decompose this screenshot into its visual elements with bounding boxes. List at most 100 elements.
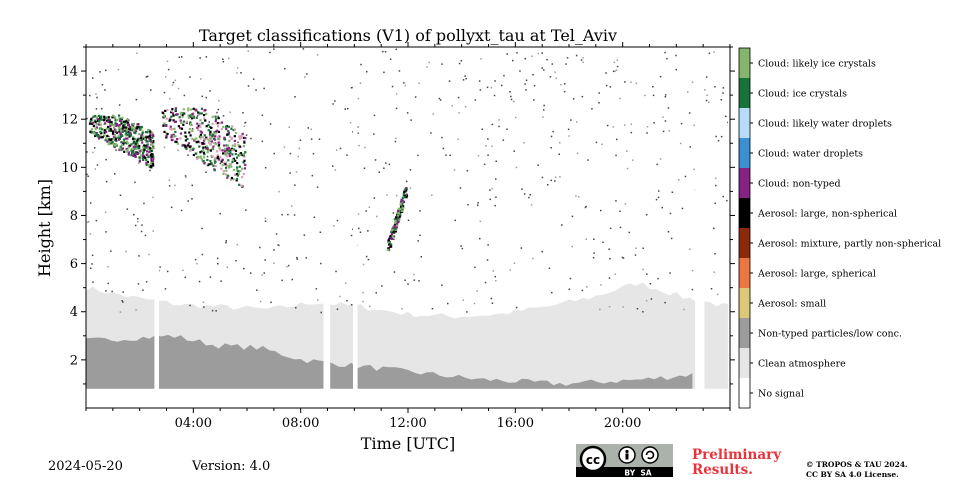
speckle-point [417,154,419,157]
speckle-point [317,299,319,301]
cloud-point [117,134,120,137]
x-tick-label: 20:00 [604,416,641,431]
speckle-point [666,57,668,60]
speckle-point [196,262,198,265]
speckle-point [506,128,508,130]
speckle-point [477,202,479,204]
speckle-point [722,87,725,89]
cloud-point [150,155,154,158]
cloud-point [196,157,199,160]
legend-swatch [739,318,750,348]
speckle-point [683,308,685,311]
cloud-point [217,130,221,133]
cloud-point [136,142,139,145]
speckle-point [215,310,217,312]
cloud-point [192,107,195,110]
cloud-point [136,138,139,141]
speckle-point [86,117,88,120]
speckle-point [225,240,227,242]
cloud-point [123,128,126,131]
cloud-point [140,154,143,157]
cloud-point [174,130,177,133]
cloud-point [149,154,153,157]
speckle-point [669,272,671,274]
cloud-point [150,157,153,160]
cloud-point [135,147,138,150]
speckle-point [419,234,421,237]
speckle-point [554,176,557,178]
cloud-point [189,134,192,137]
speckle-point [91,263,93,265]
cloud-point [89,118,93,121]
speckle-point [487,154,489,156]
cloud-point [110,120,113,124]
cloud-point [92,132,96,135]
speckle-point [559,176,561,178]
speckle-point [316,186,319,188]
cloud-point [225,169,228,172]
cloud-point [184,146,187,149]
cloud-point [401,209,404,213]
cloud-point [170,109,173,112]
speckle-point [494,80,496,82]
cloud-point [233,135,236,138]
sa-icon [641,446,659,464]
cloud-point [232,168,236,172]
speckle-point [201,95,203,98]
cloud-point [142,137,145,140]
speckle-point [146,75,149,78]
cloud-point [131,152,134,155]
cloud-point [210,154,213,158]
speckle-point [566,57,569,59]
cloud-point [184,139,187,142]
speckle-point [398,70,401,72]
speckle-point [608,248,610,250]
cloud-point [107,120,110,123]
speckle-point [614,273,617,275]
cloud-point [129,132,132,135]
cloud-point [140,136,143,139]
cloud-point [218,121,221,125]
data-gap [727,47,730,408]
speckle-point [483,163,486,166]
y-tick-label: 10 [61,161,78,176]
speckle-point [716,293,719,296]
cloud-point [99,126,103,129]
speckle-point [332,103,334,105]
cloud-point [108,139,111,142]
cloud-point [128,125,131,129]
cloud-point [179,137,182,140]
speckle-point [555,77,557,80]
cloud-point [174,109,177,112]
cloud-point [149,139,152,142]
cloud-point [101,128,104,131]
speckle-point [392,212,395,214]
speckle-point [313,216,316,218]
speckle-point [357,126,359,128]
speckle-point [652,86,654,88]
speckle-point [395,93,398,95]
speckle-point [236,67,239,69]
speckle-point [105,158,107,161]
speckle-point [548,267,551,269]
cloud-point [226,144,230,147]
cloud-point [395,218,398,221]
cloud-point [235,173,238,176]
legend-label: Cloud: water droplets [758,149,863,160]
speckle-point [454,219,456,222]
speckle-point [600,209,602,212]
speckle-point [305,257,307,259]
speckle-point [383,71,385,74]
cloud-point [187,107,190,110]
speckle-point [630,131,633,134]
speckle-point [409,187,412,189]
speckle-point [550,147,552,149]
speckle-point [218,100,220,102]
cloud-point [141,131,144,134]
cloud-point [218,158,221,161]
cloud-point [107,118,110,121]
cloud-point [226,176,229,179]
speckle-point [431,194,433,196]
cloud-point [184,135,188,138]
speckle-point [490,297,493,300]
